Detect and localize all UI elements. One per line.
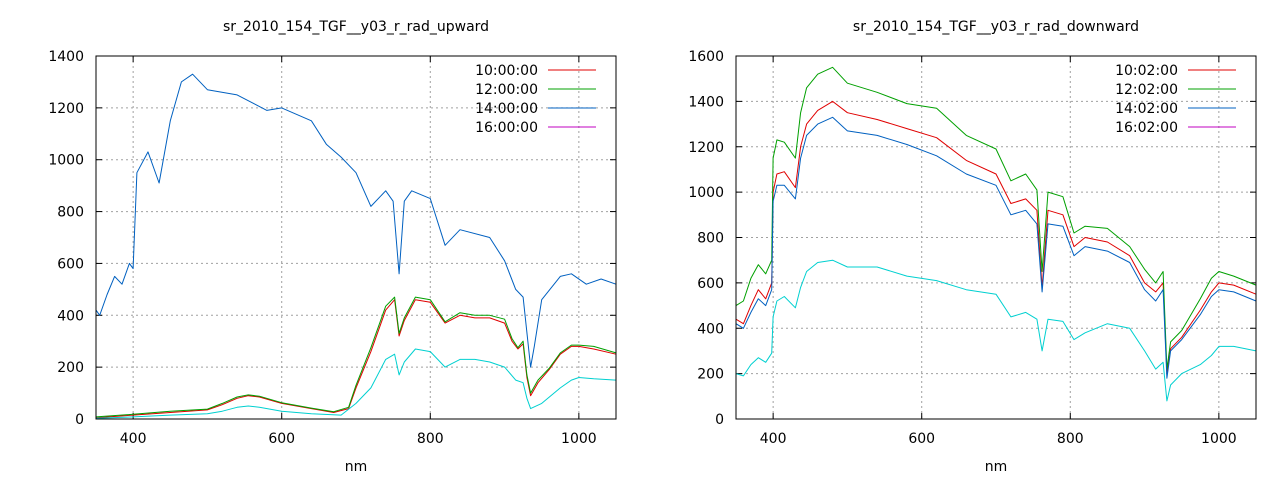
x-tick-label: 600: [268, 431, 295, 447]
series-line-12-02-00: [735, 66, 1257, 370]
plot-frame: [95, 55, 617, 420]
legend-label: 16:02:00: [1115, 120, 1178, 136]
series-line-12-00-00: [95, 296, 617, 418]
y-tick-label: 400: [57, 308, 84, 324]
y-tick-label: 600: [697, 276, 724, 292]
plot-frame: [735, 55, 1257, 420]
y-tick-label: 600: [57, 256, 84, 272]
series-line-14-02-00: [735, 116, 1257, 379]
chart-2: sr_2010_154_TGF__y03_r_rad_downward 0 200 4…: [688, 19, 1257, 475]
y-tick-label: 1400: [48, 49, 84, 65]
legend-label: 10:00:00: [475, 63, 538, 79]
y-tick-label: 1000: [48, 153, 84, 169]
y-tick-label: 1200: [48, 101, 84, 117]
y-tick-label: 1600: [688, 49, 724, 65]
series-line-10-02-00: [735, 100, 1257, 375]
y-tick-label: 1200: [688, 140, 724, 156]
y-tick-label: 1000: [688, 185, 724, 201]
y-tick-label: 800: [697, 231, 724, 247]
legend-label: 12:02:00: [1115, 82, 1178, 98]
x-tick-label: 600: [908, 431, 935, 447]
y-tick-label: 200: [697, 367, 724, 383]
chart-1: sr_2010_154_TGF__y03_r_rad_upward 0 200 400…: [48, 19, 617, 475]
x-axis-label: nm: [985, 459, 1008, 475]
series-line-10-00-00: [95, 299, 617, 419]
legend-label: 14:00:00: [475, 101, 538, 117]
x-axis-label: nm: [345, 459, 368, 475]
y-tick-label: 0: [715, 412, 724, 428]
y-tick-label: 200: [57, 360, 84, 376]
series-line-unlabeled-4: [95, 348, 617, 419]
y-tick-label: 400: [697, 321, 724, 337]
legend-label: 16:00:00: [475, 120, 538, 136]
y-tick-label: 0: [75, 412, 84, 428]
legend-label: 12:00:00: [475, 82, 538, 98]
chart-title: sr_2010_154_TGF__y03_r_rad_upward: [223, 19, 489, 35]
y-tick-label: 800: [57, 205, 84, 221]
x-tick-label: 1000: [1201, 431, 1237, 447]
series-line-unlabeled-4: [735, 259, 1257, 402]
x-tick-label: 800: [1057, 431, 1084, 447]
chart-title: sr_2010_154_TGF__y03_r_rad_downward: [853, 19, 1139, 35]
legend-label: 10:02:00: [1115, 63, 1178, 79]
legend-label: 14:02:00: [1115, 101, 1178, 117]
x-tick-label: 1000: [561, 431, 597, 447]
x-tick-label: 400: [760, 431, 787, 447]
y-tick-label: 1400: [688, 94, 724, 110]
x-tick-label: 800: [417, 431, 444, 447]
series-line-14-00-00: [95, 73, 617, 368]
x-tick-label: 400: [120, 431, 147, 447]
